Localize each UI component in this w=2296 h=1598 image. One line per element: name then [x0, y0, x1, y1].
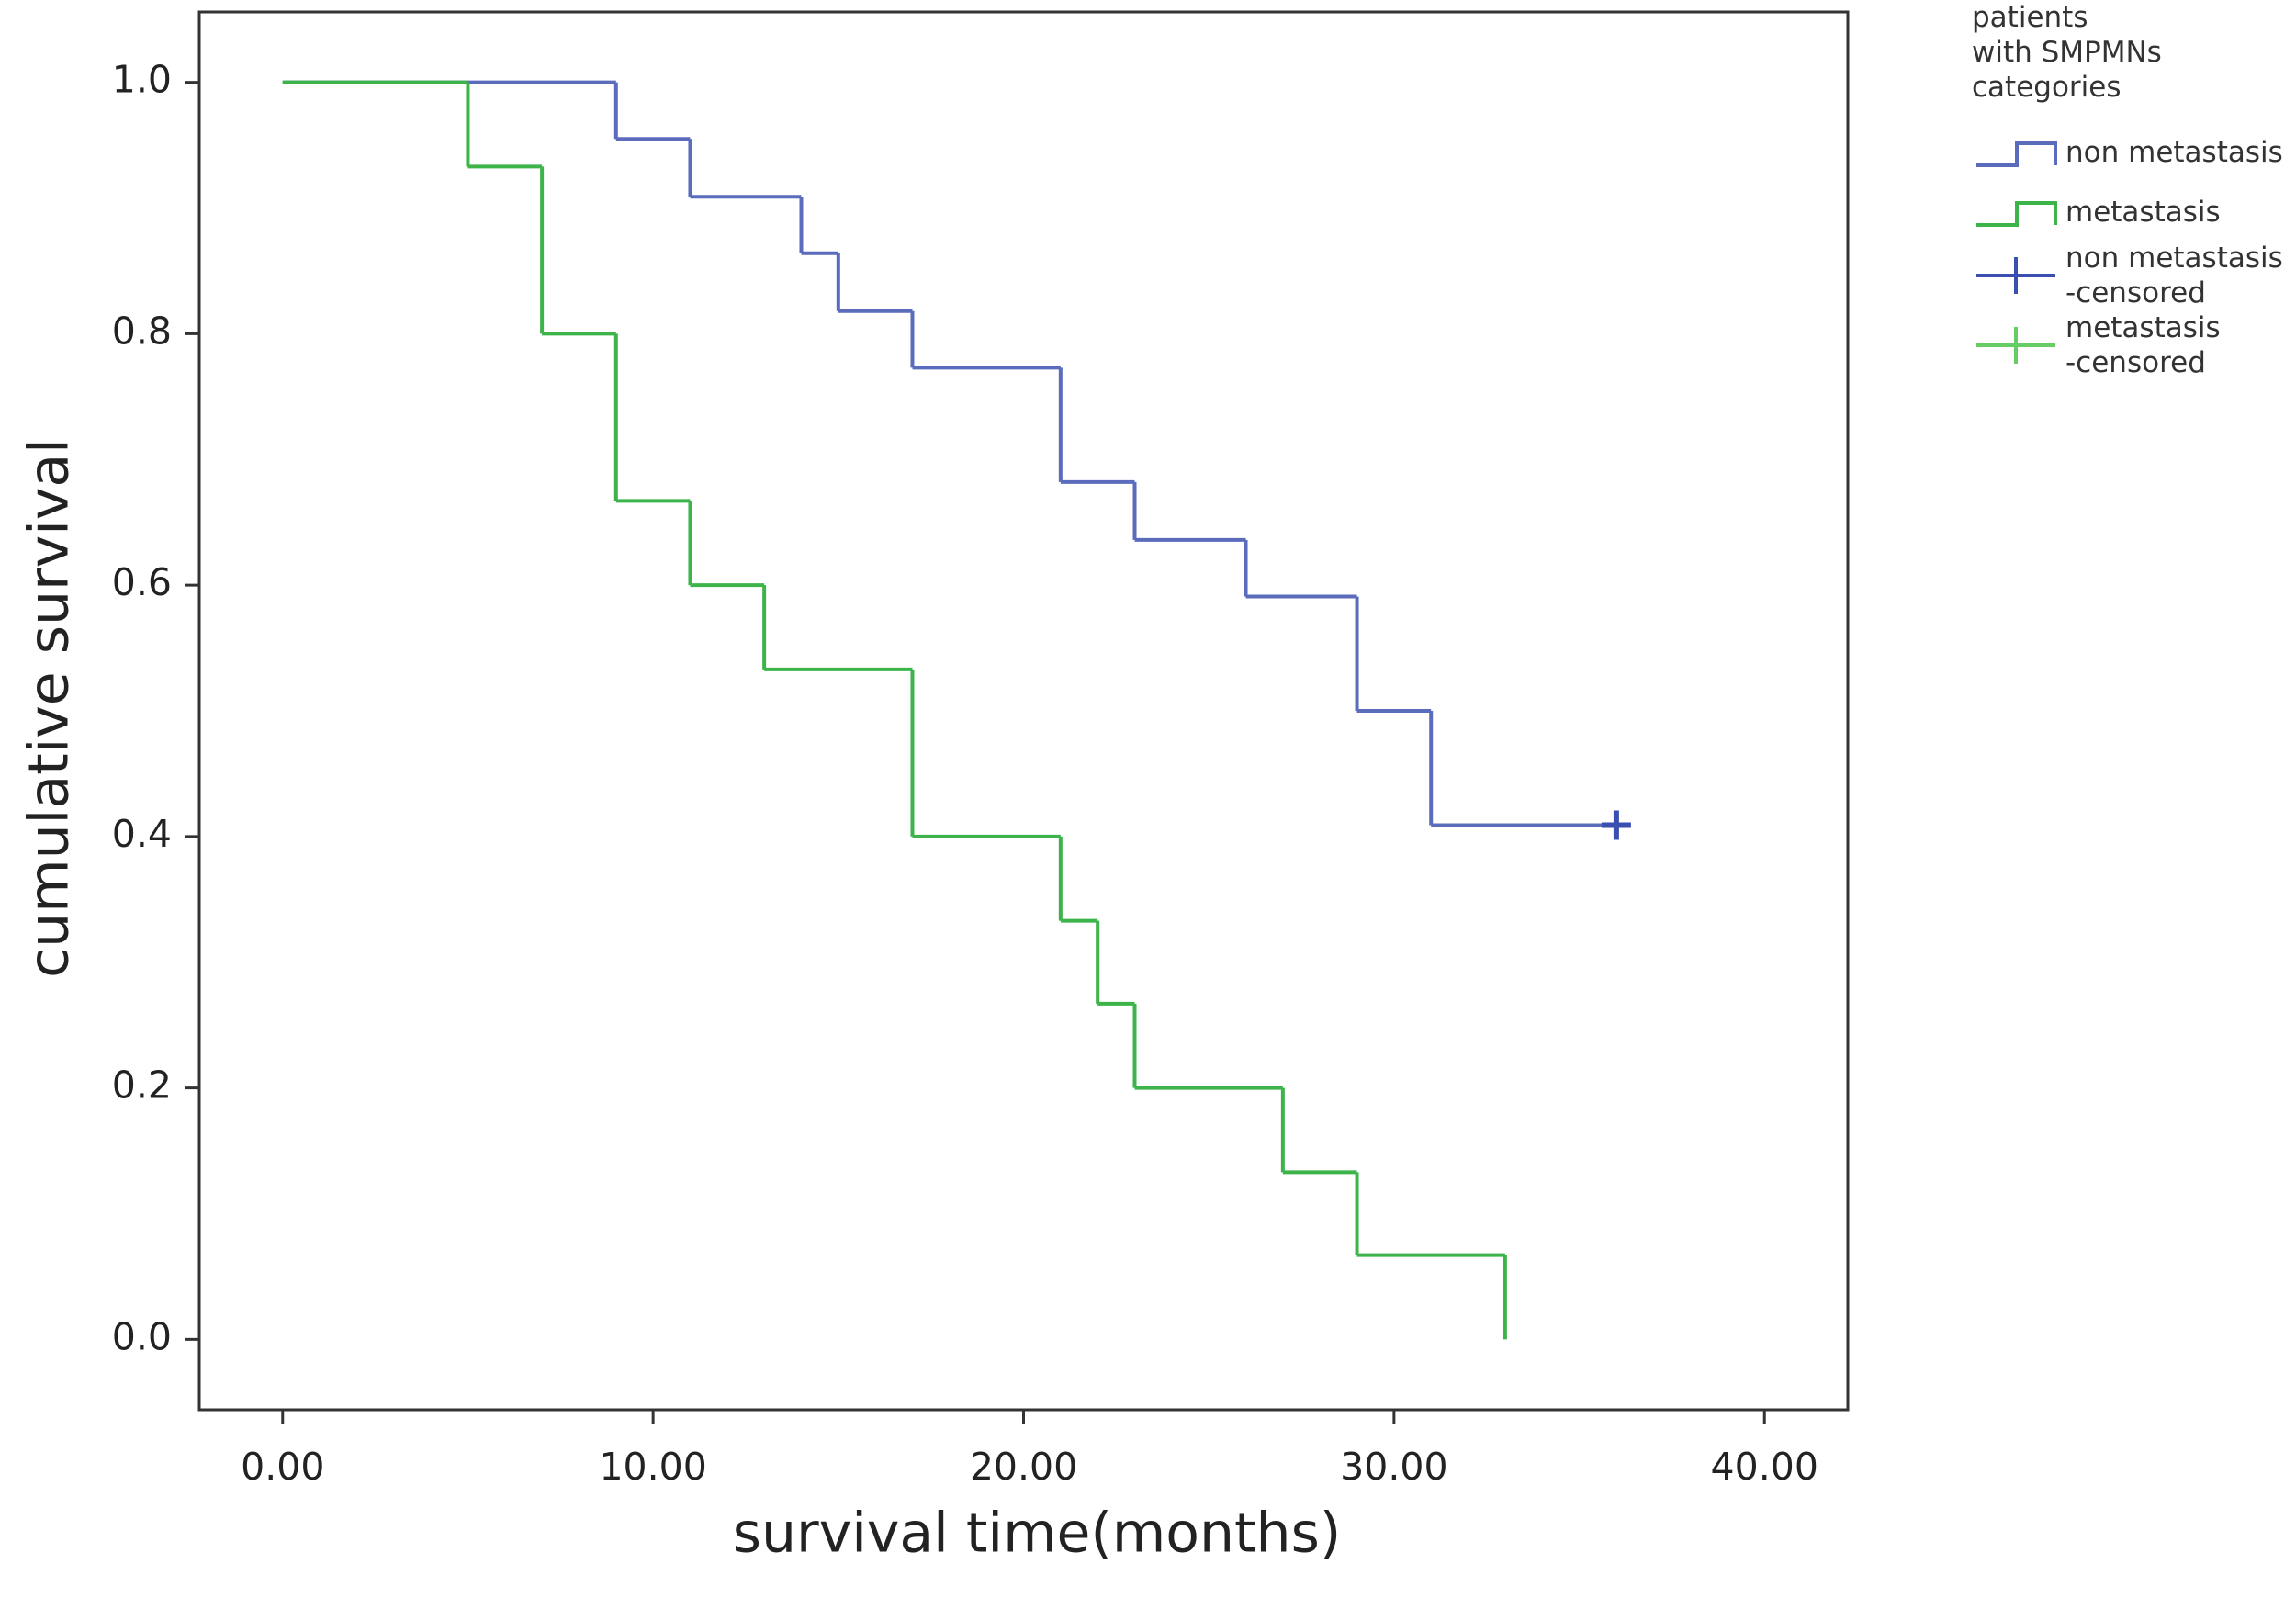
x-axis-title: survival time(months): [733, 1502, 1342, 1566]
legend-label: non metastasis: [2065, 136, 2283, 169]
censor-mark: [1601, 810, 1631, 840]
y-tick-label: 0.8: [112, 309, 172, 353]
y-tick-label: 0.4: [112, 812, 172, 856]
y-tick-label: 0.2: [112, 1063, 172, 1108]
x-tick-label: 40.00: [1711, 1445, 1818, 1489]
legend-label: metastasis: [2065, 196, 2221, 229]
plot-frame: [197, 10, 1850, 1412]
x-tick-label: 0.00: [241, 1445, 324, 1489]
legend-swatch: [1976, 257, 2055, 294]
legend-label: non metastasis -censored: [2065, 242, 2283, 309]
x-tick-label: 20.00: [970, 1445, 1077, 1489]
legend-label: metastasis -censored: [2065, 311, 2221, 379]
legend-title: patients with SMPMNs categories: [1972, 1, 2162, 104]
y-tick-label: 0.6: [112, 560, 172, 604]
y-tick-label: 0.0: [112, 1314, 172, 1358]
x-tick-label: 30.00: [1340, 1445, 1447, 1489]
x-tick-label: 10.00: [599, 1445, 706, 1489]
legend-swatch: [1976, 327, 2055, 364]
y-axis-title: cumulative survival: [17, 438, 82, 978]
legend-swatch: [1976, 201, 2057, 227]
legend-swatch: [1976, 141, 2057, 167]
y-tick-label: 1.0: [112, 58, 172, 102]
